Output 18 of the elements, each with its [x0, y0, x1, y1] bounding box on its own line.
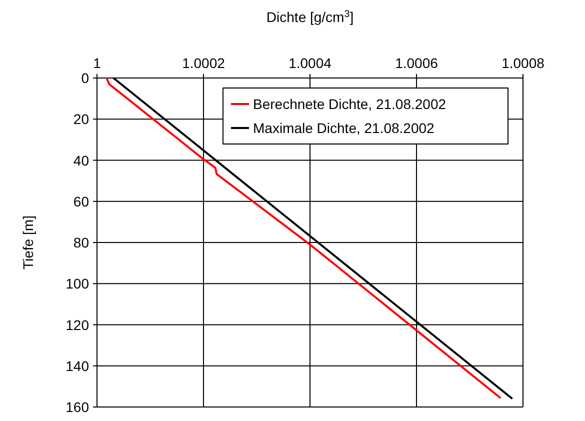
x-tick-label: 1.0008: [502, 55, 545, 71]
y-tick-label: 40: [73, 152, 90, 168]
x-axis-title: Dichte [g/cm$^{3}$]: [266, 8, 354, 25]
x-tick-label: 1.0002: [182, 55, 226, 71]
y-tick-label: 160: [66, 399, 90, 415]
y-tick-label: 60: [73, 193, 90, 210]
y-tick-label: 100: [66, 276, 90, 292]
legend-label: Maximale Dichte, 21.08.2002: [253, 120, 435, 136]
x-tick-label: 1: [93, 55, 102, 71]
x-tick-label: 1.0006: [395, 55, 438, 71]
y-tick-label: 120: [66, 316, 90, 333]
y-tick-label: 80: [73, 234, 90, 250]
y-tick-label: 0: [81, 70, 90, 86]
y-tick-label: 20: [73, 111, 90, 128]
legend-label: Berechnete Dichte, 21.08.2002: [253, 96, 446, 112]
x-tick-label: 1.0004: [288, 55, 332, 71]
y-axis-title: Tiefe [m]: [20, 216, 36, 270]
y-tick-label: 140: [66, 358, 90, 374]
